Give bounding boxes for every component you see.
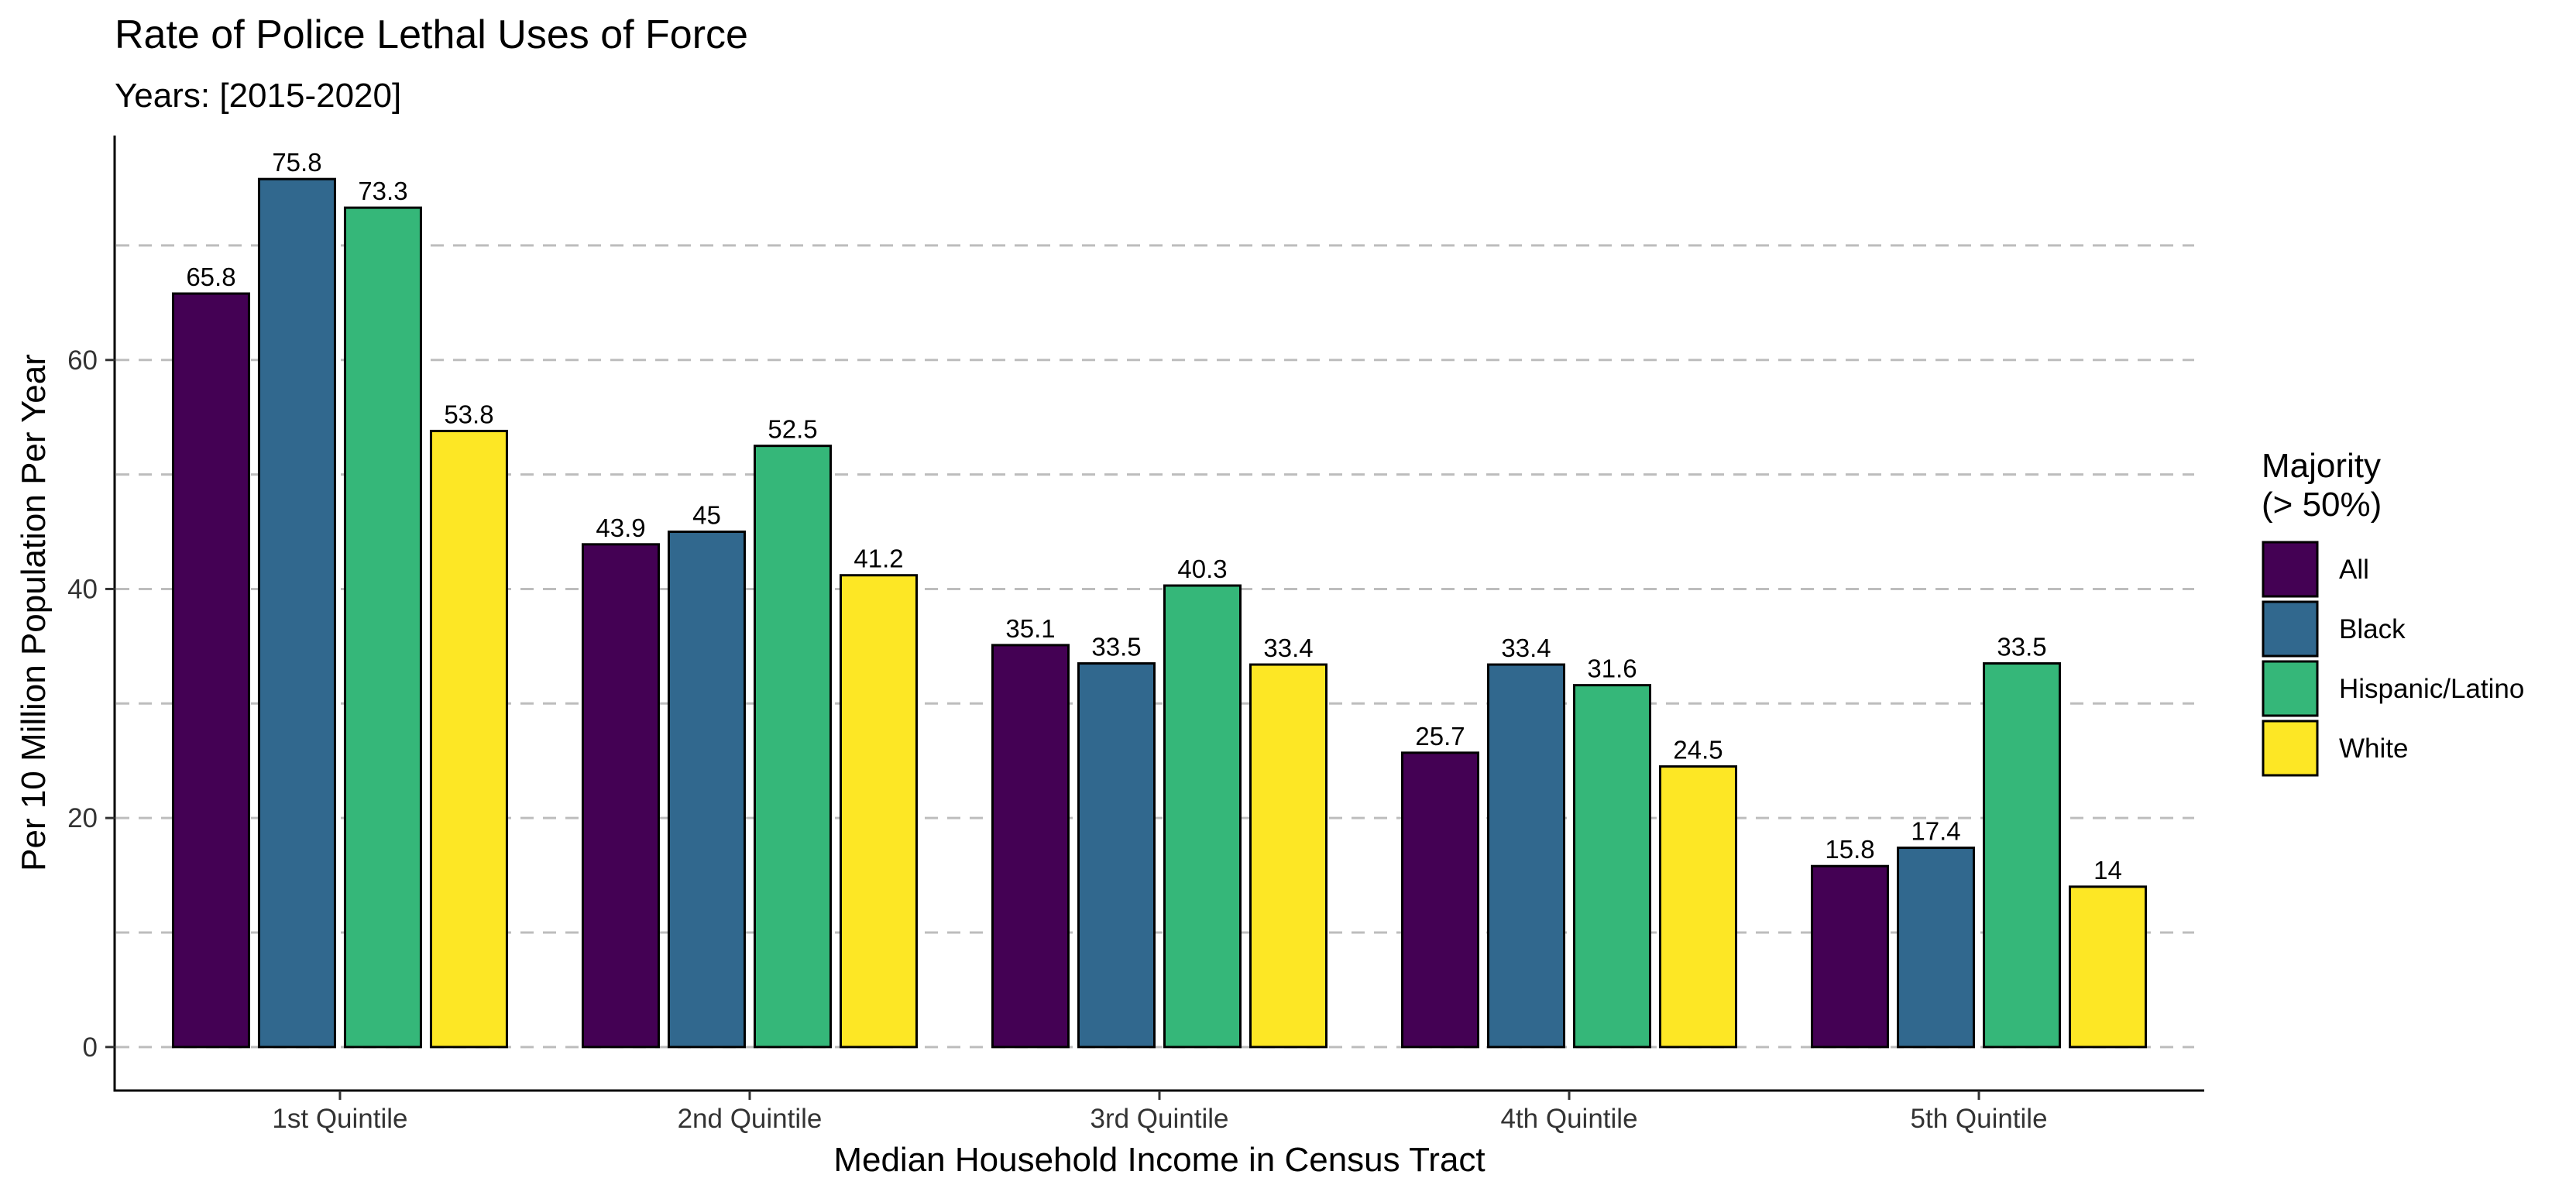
data-label: 45 xyxy=(692,501,721,530)
chart-title: Rate of Police Lethal Uses of Force xyxy=(115,12,748,57)
legend-key xyxy=(2262,660,2319,717)
bar xyxy=(753,445,832,1049)
bar xyxy=(1401,751,1480,1049)
bar xyxy=(171,292,250,1049)
data-label: 43.9 xyxy=(596,514,645,542)
data-label: 14 xyxy=(2093,856,2122,885)
legend-label: All xyxy=(2339,555,2369,585)
legend-label: Hispanic/Latino xyxy=(2339,674,2524,704)
bar xyxy=(343,206,422,1049)
data-label: 17.4 xyxy=(1911,817,1960,846)
bar xyxy=(1659,765,1738,1049)
data-label: 24.5 xyxy=(1673,736,1722,764)
bar xyxy=(581,543,660,1049)
bar xyxy=(257,177,336,1049)
legend: Majority (> 50%) All Black Hispanic/Latino… xyxy=(2262,447,2524,777)
x-tick-label: 3rd Quintile xyxy=(1091,1104,1229,1134)
legend-key xyxy=(2262,600,2319,658)
data-label: 15.8 xyxy=(1825,835,1874,864)
bar xyxy=(1811,864,1890,1049)
bars xyxy=(171,177,2148,1049)
x-axis-title: Median Household Income in Census Tract xyxy=(833,1141,1485,1179)
data-label: 25.7 xyxy=(1415,722,1465,751)
bar xyxy=(1897,847,1976,1049)
data-label: 33.5 xyxy=(1091,633,1141,661)
y-axis-ticks: 0 20 40 60 xyxy=(67,345,115,1063)
bar xyxy=(839,574,918,1049)
bar xyxy=(1249,663,1327,1049)
y-tick-label: 40 xyxy=(67,574,98,604)
data-labels: 65.8 75.8 73.3 53.8 43.9 45 52.5 41.2 35.1 33.5 40… xyxy=(186,148,2122,885)
legend-title-line1: Majority xyxy=(2262,447,2381,485)
legend-key xyxy=(2262,541,2319,598)
bar xyxy=(991,644,1070,1049)
data-label: 53.8 xyxy=(444,400,493,428)
bar xyxy=(1077,662,1156,1049)
bar xyxy=(1487,663,1566,1049)
legend-items: All Black Hispanic/Latino White xyxy=(2262,541,2524,777)
x-tick-label: 2nd Quintile xyxy=(678,1104,823,1134)
bar xyxy=(1983,662,2062,1049)
data-label: 52.5 xyxy=(768,415,817,444)
chart-subtitle: Years: [2015-2020] xyxy=(115,77,401,115)
x-axis-ticks: 1st Quintile 2nd Quintile 3rd Quintile 4th … xyxy=(272,1091,2048,1134)
bar xyxy=(1573,684,1652,1049)
data-label: 33.4 xyxy=(1263,634,1313,662)
y-tick-label: 0 xyxy=(83,1032,98,1063)
bar xyxy=(2069,885,2148,1049)
legend-title-line2: (> 50%) xyxy=(2262,486,2382,524)
bar xyxy=(429,429,508,1049)
legend-label: Black xyxy=(2339,614,2406,644)
data-label: 31.6 xyxy=(1587,654,1637,683)
x-tick-label: 4th Quintile xyxy=(1500,1104,1637,1134)
data-label: 41.2 xyxy=(854,544,903,573)
x-tick-label: 5th Quintile xyxy=(1911,1104,2048,1134)
legend-label: White xyxy=(2339,733,2408,764)
data-label: 75.8 xyxy=(272,148,321,177)
data-label: 35.1 xyxy=(1005,614,1055,643)
data-label: 73.3 xyxy=(358,177,407,205)
data-label: 40.3 xyxy=(1177,555,1227,583)
bar xyxy=(1163,584,1242,1049)
y-tick-label: 20 xyxy=(67,803,98,833)
data-label: 65.8 xyxy=(186,263,235,291)
data-label: 33.5 xyxy=(1997,633,2046,661)
legend-key xyxy=(2262,720,2319,777)
data-label: 33.4 xyxy=(1501,634,1551,662)
x-tick-label: 1st Quintile xyxy=(272,1104,407,1134)
y-axis-title: Per 10 Million Population Per Year xyxy=(15,354,53,871)
y-tick-label: 60 xyxy=(67,345,98,376)
bar xyxy=(667,531,746,1049)
